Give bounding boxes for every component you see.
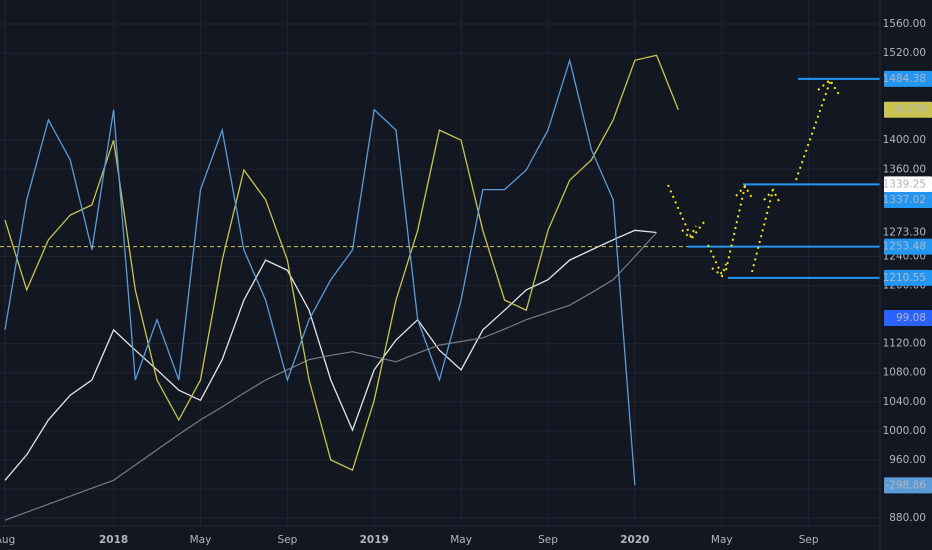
- level-tag-label: 1337.02: [883, 194, 926, 206]
- x-tick-label: Aug: [0, 534, 15, 546]
- y-tick-label: 1520.00: [883, 47, 926, 59]
- level-tag: [884, 176, 932, 193]
- price-tag-label: 1273.30: [883, 226, 926, 238]
- price-tag-label: 6.279: [896, 104, 926, 116]
- projection-arrows: [667, 78, 841, 278]
- arrow: [725, 185, 746, 271]
- y-tick-label: 1400.00: [883, 134, 926, 146]
- level-tag: [884, 269, 932, 286]
- indicator-tag: [884, 310, 932, 326]
- y-tick-label: 1120.00: [883, 338, 926, 350]
- level-tag-label: 1253.48: [883, 241, 926, 253]
- price-tag: [884, 477, 932, 494]
- y-tick-label: 880.00: [889, 512, 926, 524]
- grid: [0, 0, 880, 526]
- x-tick-label: Sep: [538, 534, 558, 546]
- arrow: [751, 189, 774, 273]
- y-tick-label: 1080.00: [883, 367, 926, 379]
- plot: [0, 54, 880, 521]
- level-tag: [884, 70, 932, 87]
- series-line: [4, 229, 657, 481]
- x-tick-label: 2020: [620, 534, 649, 546]
- series-line: [4, 57, 636, 486]
- price-tag-label: -298.86: [885, 479, 926, 491]
- series-line: [4, 54, 679, 472]
- price-tag: [884, 224, 932, 241]
- level-tag-label: 1339.25: [883, 178, 926, 190]
- x-tick-label: 2018: [99, 534, 128, 546]
- level-tag: [884, 238, 932, 255]
- level-tag: [884, 191, 932, 208]
- axis-labels: 1560.001520.001400.001360.001240.001200.…: [0, 18, 932, 546]
- level-tag-label: 1484.38: [883, 73, 926, 85]
- x-tick-label: Sep: [277, 534, 297, 546]
- y-tick-label: 1560.00: [883, 18, 926, 30]
- arrow-head: [735, 184, 753, 199]
- y-tick-label: 1040.00: [883, 396, 926, 408]
- x-tick-label: 2019: [360, 534, 389, 546]
- x-tick-label: Sep: [799, 534, 819, 546]
- series-line: [4, 232, 658, 521]
- arrow-head: [711, 263, 727, 278]
- indicator-tag-label: 99.08: [896, 312, 926, 324]
- x-tick-label: May: [450, 534, 472, 546]
- price-tag: [884, 101, 932, 118]
- arrow-head: [763, 188, 781, 204]
- x-tick-label: May: [711, 534, 733, 546]
- y-tick-label: 1360.00: [883, 163, 926, 175]
- x-tick-label: May: [190, 534, 212, 546]
- y-tick-label: 960.00: [889, 454, 926, 466]
- level-tag-label: 1210.55: [883, 272, 926, 284]
- y-tick-label: 1000.00: [883, 425, 926, 437]
